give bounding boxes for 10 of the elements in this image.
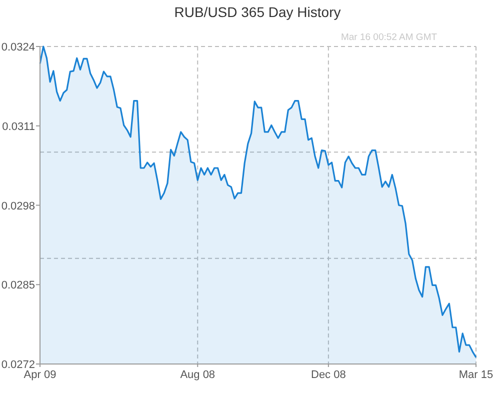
x-tick-label: Aug 08 (180, 369, 216, 381)
y-tick-label: 0.0324 (1, 42, 35, 54)
y-tick-label: 0.0272 (1, 359, 35, 371)
chart-title: RUB/USD 365 Day History (174, 4, 341, 20)
x-tick-label: Apr 09 (24, 369, 56, 381)
y-tick-label: 0.0311 (2, 120, 35, 133)
y-tick-label: 0.0298 (1, 200, 35, 212)
y-tick-label: 0.0285 (1, 280, 35, 292)
x-tick-label: Mar 15 (458, 369, 494, 381)
x-tick-label: Dec 08 (311, 369, 346, 381)
